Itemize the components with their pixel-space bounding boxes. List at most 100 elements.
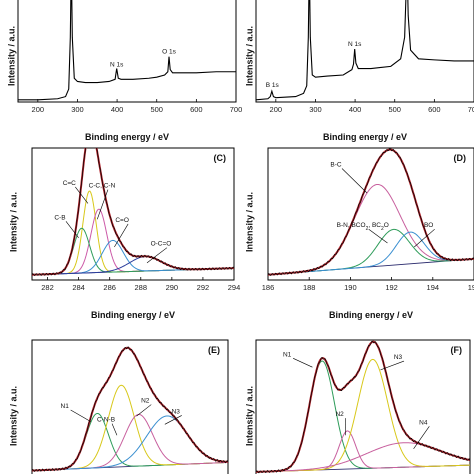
y-axis-title: Intensity / a.u.: [244, 386, 254, 446]
peak-label: O 1s: [162, 48, 176, 55]
panel-label: (D): [454, 153, 467, 163]
x-tick-label: 300: [309, 105, 322, 114]
annotation-arrow: [75, 186, 89, 204]
x-tick-label: 288: [135, 283, 148, 292]
annotation-arrow: [341, 168, 368, 194]
raw-data-line: [268, 148, 474, 276]
annotation-arrow: [164, 415, 182, 425]
x-tick-label: 188: [303, 283, 316, 292]
annotation-arrow: [146, 247, 168, 264]
panel-label: (E): [208, 345, 220, 355]
x-tick-label: 400: [111, 105, 124, 114]
plot-area: [256, 340, 470, 474]
annotation-arrow: [136, 404, 152, 417]
y-axis-title: Intensity / a.u.: [244, 192, 254, 252]
x-tick-label: 600: [428, 105, 441, 114]
annotation-arrow: [114, 223, 129, 248]
x-tick-label: 284: [72, 283, 85, 292]
x-tick-label: 200: [32, 105, 45, 114]
plot-area: [32, 346, 228, 472]
peak-label: C-C, C-N: [89, 183, 116, 190]
x-tick-label: 700: [230, 105, 243, 114]
peak-label: N2: [335, 411, 344, 418]
peak-label: N3: [394, 354, 403, 361]
x-tick-label: 500: [150, 105, 163, 114]
axes-frame: [31, 339, 229, 474]
x-tick-label: 186: [262, 283, 275, 292]
y-axis-title: Intensity / a.u.: [6, 26, 16, 86]
y-axis-title: Intensity / a.u.: [244, 26, 254, 86]
annotation-arrow: [65, 221, 79, 238]
annotation-arrow: [414, 228, 435, 248]
plot-area: [32, 148, 234, 277]
component-peak: [32, 412, 228, 472]
axes-frame: [267, 147, 474, 281]
peak-label: BO: [424, 222, 433, 229]
axes-frame: [17, 0, 237, 103]
raw-data-line: [32, 346, 228, 472]
panel-label: (F): [451, 345, 463, 355]
x-tick-label: 192: [385, 283, 398, 292]
peak-label: B 1s: [266, 82, 280, 89]
panel-c: 282 284 286 288 290 292 294 C=C C-C, C-N C-B C=O O-…: [8, 147, 241, 320]
annotation-arrow: [368, 228, 388, 244]
x-tick-label: 400: [349, 105, 362, 114]
panel-e: N1 C-N-B N2 N3 (E) Intensity / a.u.: [8, 339, 229, 474]
x-tick-label: 294: [228, 283, 241, 292]
panel-d: 186 188 190 192 194 196 B-C B-N, BCO2, BC2O BO (D…: [244, 147, 474, 320]
peak-label: B-N, BCO2, BC2O: [337, 222, 389, 232]
axes-frame: [31, 147, 235, 281]
peak-label: B-C: [330, 161, 342, 168]
peak-label: C-B: [54, 214, 65, 221]
peak-label: C-N-B: [97, 417, 115, 424]
envelope-line: [32, 148, 234, 276]
x-tick-label: 600: [190, 105, 203, 114]
component-peak: [268, 228, 474, 276]
annotation-arrow: [111, 423, 118, 436]
x-tick-label: 196: [468, 283, 474, 292]
annotation-arrow: [380, 360, 405, 371]
panel-label: (C): [214, 153, 227, 163]
x-axis-title: Binding energy / eV: [85, 132, 169, 142]
axes-frame: [255, 0, 474, 103]
x-tick-label: 194: [427, 283, 440, 292]
peak-label: N1: [61, 403, 70, 410]
component-peak: [32, 227, 234, 276]
envelope-line: [268, 148, 474, 276]
x-tick-label: 700: [468, 105, 474, 114]
peak-label: N1: [283, 351, 292, 358]
peak-label: C=O: [115, 217, 129, 224]
y-axis-title: Intensity / a.u.: [8, 386, 18, 446]
peak-label: N3: [172, 408, 181, 415]
raw-data-line: [32, 148, 234, 277]
panel-f: N1 N2 N3 N4 (F) Intensity / a.u.: [244, 339, 471, 474]
raw-data-line: [256, 340, 470, 474]
x-tick-label: 282: [41, 283, 54, 292]
x-axis-title: Binding energy / eV: [91, 310, 175, 320]
annotation-arrow: [293, 358, 313, 368]
annotation-arrow: [96, 189, 109, 220]
x-tick-label: 292: [197, 283, 210, 292]
plot-area: [18, 0, 236, 101]
peak-label: N 1s: [110, 61, 124, 68]
y-axis-title: Intensity / a.u.: [8, 192, 18, 252]
annotation-arrow: [413, 426, 430, 449]
x-tick-label: 300: [71, 105, 84, 114]
peak-label: N2: [141, 398, 150, 405]
plot-area: [268, 148, 474, 276]
peak-label: N4: [419, 419, 428, 426]
peak-label: N 1s: [348, 41, 362, 48]
plot-area: [256, 0, 474, 101]
component-peak: [32, 413, 228, 472]
annotation-arrow: [70, 409, 91, 422]
x-axis-title: Binding energy / eV: [329, 310, 413, 320]
peak-label: O-C=O: [151, 241, 172, 248]
component-peak: [32, 190, 234, 276]
series-line: [256, 0, 474, 101]
x-axis-title: Binding energy / eV: [323, 132, 407, 142]
peak-label: C=C: [63, 180, 76, 187]
panel-a: 200 300 400 500 600 700 N 1s O 1s Binding energy…: [6, 0, 242, 142]
series-line: [18, 0, 236, 101]
